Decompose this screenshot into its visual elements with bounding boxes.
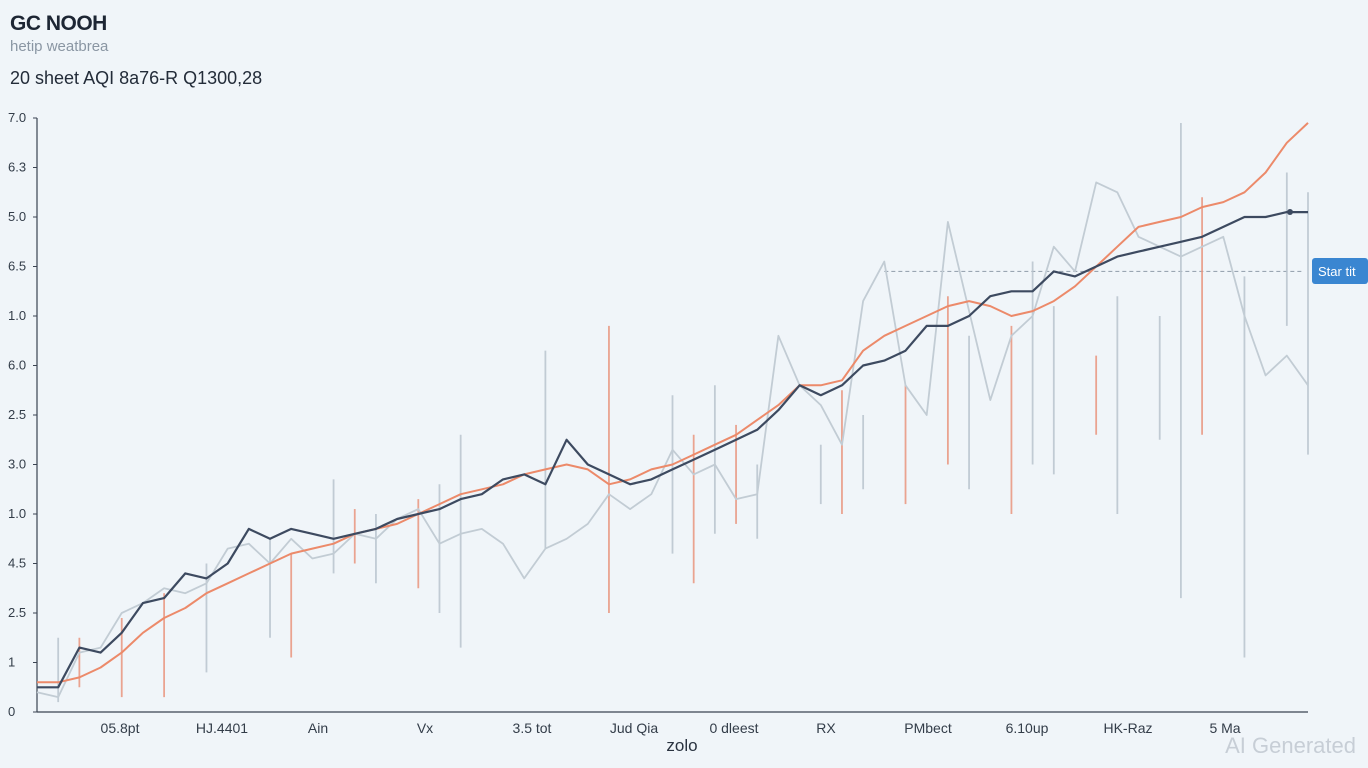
y-axis-ticks: 0 1 2.5 4.5 1.0 3.0 2.5 6.0 1.0 6.5 5.0 6.3 7.0 [8, 110, 37, 719]
y-tick-label-7: 6.0 [8, 358, 26, 373]
y-tick-label-0: 0 [8, 704, 15, 719]
x-axis-label: zolo [666, 736, 697, 755]
chart-title: GC NOOH [10, 12, 107, 35]
x-tick-label-4: 3.5 tot [513, 720, 552, 736]
legend-label: Star tit [1318, 264, 1356, 279]
x-tick-label-9: 6.10up [1006, 720, 1049, 736]
legend-badge[interactable] [1312, 258, 1368, 284]
x-tick-label-2: Ain [308, 720, 328, 736]
y-tick-label-3: 4.5 [8, 556, 26, 571]
y-tick-label-1: 1 [8, 655, 15, 670]
x-tick-label-11: 5 Ma [1209, 720, 1240, 736]
series-line-grey [36, 181, 1309, 698]
x-tick-label-6: 0 dleest [709, 720, 758, 736]
series-end-marker [1287, 209, 1293, 216]
y-tick-label-9: 6.5 [8, 259, 26, 274]
x-tick-label-7: RX [816, 720, 836, 736]
stats-line: 20 sheet AQI 8a76-R Q1300,28 [10, 68, 263, 88]
x-tick-label-8: PMbect [904, 720, 952, 736]
y-tick-label-6: 2.5 [8, 407, 26, 422]
y-tick-label-2: 2.5 [8, 605, 26, 620]
x-tick-label-5: Jud Qia [610, 720, 658, 736]
y-tick-label-11: 6.3 [8, 160, 26, 175]
y-tick-label-10: 5.0 [8, 209, 26, 224]
chart-subtitle: hetip weatbrea [10, 38, 109, 55]
range-bars [57, 122, 1309, 703]
x-axis-ticks: 05.8pt HJ.4401 Ain Vx 3.5 tot Jud Qia 0 dleest… [101, 720, 1241, 736]
x-tick-label-3: Vx [417, 720, 433, 736]
series-lines [36, 122, 1309, 698]
y-tick-label-4: 1.0 [8, 506, 26, 521]
y-tick-label-8: 1.0 [8, 308, 26, 323]
series-line-dark [37, 211, 1308, 689]
y-tick-label-5: 3.0 [8, 457, 26, 472]
x-tick-label-10: HK-Raz [1103, 720, 1152, 736]
x-tick-label-0: 05.8pt [101, 720, 140, 736]
legend[interactable]: Star tit [1312, 258, 1368, 284]
y-tick-label-12: 7.0 [8, 110, 26, 125]
x-tick-label-1: HJ.4401 [196, 720, 248, 736]
watermark: AI Generated [1225, 733, 1356, 758]
